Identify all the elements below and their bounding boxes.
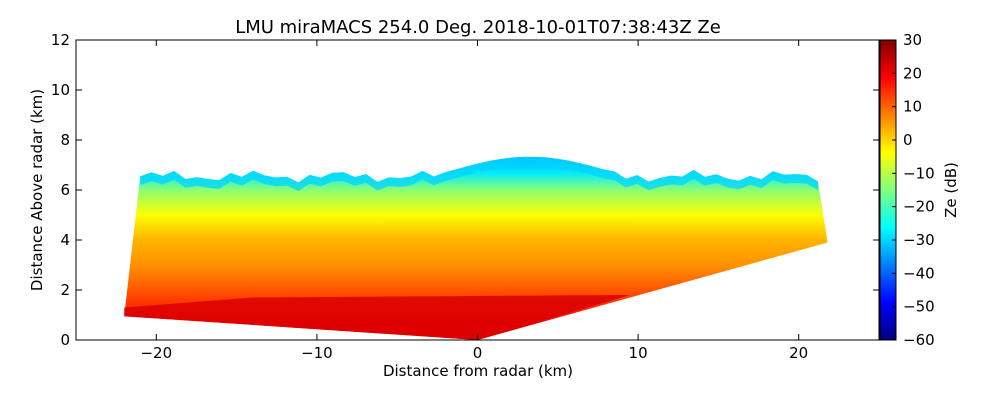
x-tick-label: −20: [140, 344, 172, 362]
colorbar-ticks: 30 20 10 0 −10 −20 −30 −40 −50 −60: [892, 31, 935, 349]
colorbar-tick-label: −10: [903, 164, 935, 182]
radar-echo-region: [124, 156, 828, 340]
y-tick-label: 6: [60, 181, 70, 199]
y-tick-label: 4: [60, 231, 70, 249]
radar-echo: [124, 156, 828, 340]
y-tick-label: 0: [60, 331, 70, 349]
x-tick-label: 10: [629, 344, 648, 362]
y-tick-label: 10: [51, 81, 70, 99]
y-axis-label: Distance Above radar (km): [28, 89, 46, 291]
colorbar-tick-label: 0: [903, 131, 913, 149]
colorbar-tick-label: −50: [903, 298, 935, 316]
y-tick-label: 8: [60, 131, 70, 149]
y-tick-label: 2: [60, 281, 70, 299]
x-tick-label: −10: [301, 344, 333, 362]
plot-area: −20 −10 0 10 20 0 2 4 6 8 10 12: [51, 31, 880, 362]
colorbar: 30 20 10 0 −10 −20 −30 −40 −50 −60 Ze (dB): [879, 31, 960, 349]
x-tick-label: 20: [789, 344, 808, 362]
x-axis-ticks: −20 −10 0 10 20: [140, 40, 808, 362]
chart-title: LMU miraMACS 254.0 Deg. 2018-10-01T07:38…: [235, 17, 721, 38]
radar-echo-cloud-top: [140, 156, 818, 192]
colorbar-label: Ze (dB): [942, 162, 960, 218]
y-tick-label: 12: [51, 31, 70, 49]
colorbar-tick-label: −60: [903, 331, 935, 349]
colorbar-gradient: [879, 39, 897, 341]
y-axis-ticks: 0 2 4 6 8 10 12: [51, 31, 879, 349]
colorbar-tick-label: −30: [903, 231, 935, 249]
colorbar-tick-label: −20: [903, 198, 935, 216]
colorbar-tick-label: 30: [903, 31, 922, 49]
colorbar-tick-label: 10: [903, 98, 922, 116]
radar-echo-strong-layer: [124, 295, 631, 340]
x-axis-label: Distance from radar (km): [383, 362, 573, 380]
x-tick-label: 0: [473, 344, 483, 362]
colorbar-tick-label: 20: [903, 64, 922, 82]
colorbar-tick-label: −40: [903, 264, 935, 282]
